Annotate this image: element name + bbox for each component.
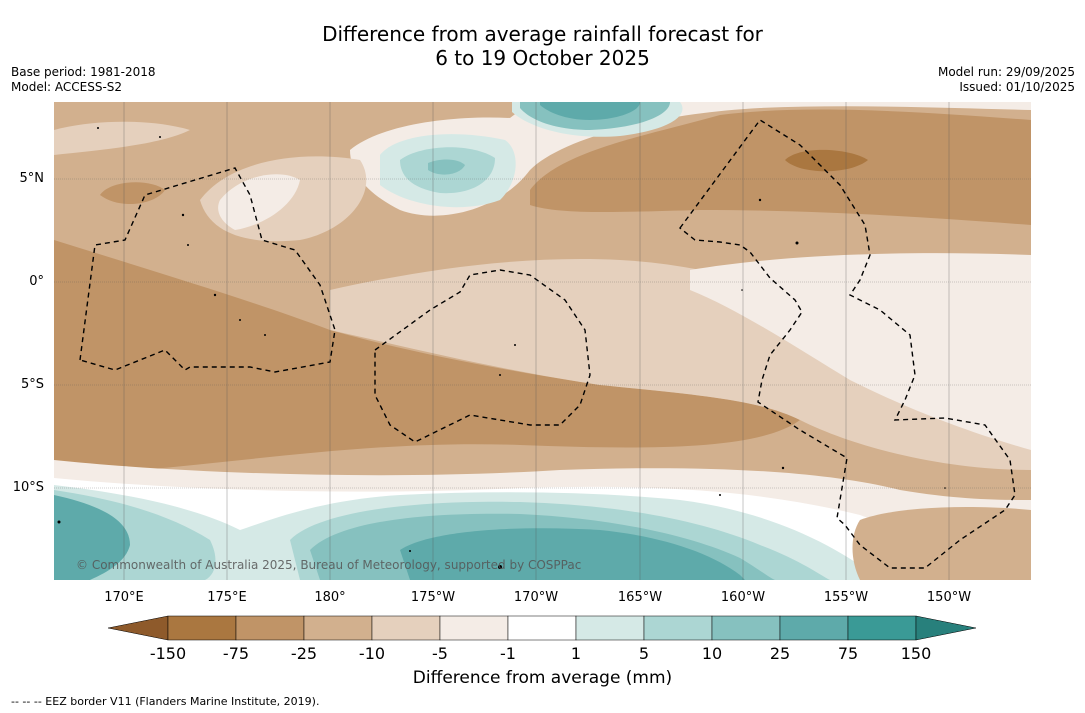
lat-label-10s: 10°S <box>12 480 44 495</box>
colorbar <box>107 615 977 641</box>
cb-bin-1 <box>167 615 237 641</box>
region-near-average-east <box>690 253 1031 450</box>
lat-label-0: 0° <box>29 274 44 289</box>
cb-tick: 25 <box>769 644 791 663</box>
cb-arrow-high <box>915 615 977 641</box>
cb-tick: 75 <box>837 644 859 663</box>
region-dry-west <box>54 240 800 470</box>
copyright-notice: © Commonwealth of Australia 2025, Bureau… <box>76 558 582 572</box>
cb-bin-10 <box>779 615 849 641</box>
region-wet-southwest-core <box>54 495 130 580</box>
eez-tokelau <box>374 269 591 443</box>
region-dry-patch <box>570 175 624 197</box>
cb-bin-8 <box>643 615 713 641</box>
lon-label-160w: 160°W <box>720 590 766 605</box>
region-near-average-northwest <box>218 174 300 230</box>
lon-label-170e: 170°E <box>104 590 144 605</box>
cb-tick: 1 <box>570 644 582 663</box>
cb-bin-11 <box>847 615 917 641</box>
lon-label-170w: 170°W <box>513 590 559 605</box>
cb-bin-5 <box>439 615 509 641</box>
meta-right: Model run: 29/09/2025 Issued: 01/10/2025 <box>938 65 1075 95</box>
map-field <box>54 102 1031 580</box>
region-wet-north-core <box>428 159 465 175</box>
cb-bin-7 <box>575 615 645 641</box>
region-dry-northeast <box>530 109 1031 225</box>
cb-tick: 5 <box>638 644 650 663</box>
cb-tick: -150 <box>149 644 187 663</box>
region-wet-top-core <box>540 102 640 120</box>
eez-borders <box>79 119 1016 569</box>
region-wet-south-core <box>400 528 745 580</box>
region-light-east <box>330 259 1031 470</box>
region-dry-northwest-patch <box>100 182 165 205</box>
region-dry-southeast <box>852 507 1031 580</box>
cb-tick: -10 <box>358 644 386 663</box>
graticule <box>54 102 1031 580</box>
model-run: Model run: 29/09/2025 <box>937 65 1075 79</box>
islands <box>57 127 946 569</box>
title-line-1: Difference from average rainfall forecas… <box>322 22 763 46</box>
lon-label-165w: 165°W <box>617 590 663 605</box>
cb-tick: -5 <box>432 644 448 663</box>
lat-label-5s: 5°S <box>20 377 44 392</box>
eez-legend-note: -- -- -- EEZ border V11 (Flanders Marine… <box>11 695 320 708</box>
cb-bin-9 <box>711 615 781 641</box>
lon-label-175e: 175°E <box>207 590 247 605</box>
eez-phoenix-line <box>679 119 1016 569</box>
chart-title: Difference from average rainfall forecas… <box>0 22 1085 70</box>
cb-arrow-low <box>107 615 169 641</box>
model-name: Model: ACCESS-S2 <box>11 80 123 94</box>
lon-label-155w: 155°W <box>823 590 869 605</box>
eez-tuvalu <box>79 167 336 373</box>
cb-bin-2 <box>235 615 305 641</box>
colorbar-title: Difference from average (mm) <box>412 668 673 688</box>
cb-tick: -75 <box>222 644 250 663</box>
region-near-average-north <box>350 102 1031 216</box>
lon-label-180: 180° <box>314 590 346 605</box>
cb-tick: 150 <box>900 644 932 663</box>
region-light-far-northwest <box>54 121 190 155</box>
base-period: Base period: 1981-2018 <box>11 65 156 79</box>
region-very-dry-northeast <box>785 149 868 172</box>
cb-bin-6 <box>507 615 577 641</box>
title-line-2: 6 to 19 October 2025 <box>435 46 650 70</box>
lat-label-5n: 5°N <box>19 171 45 186</box>
lon-label-175w: 175°W <box>410 590 456 605</box>
cb-tick: -1 <box>500 644 516 663</box>
cb-tick: -25 <box>290 644 318 663</box>
cb-tick: 10 <box>701 644 723 663</box>
meta-left: Base period: 1981-2018 Model: ACCESS-S2 <box>11 65 156 95</box>
cb-bin-4 <box>371 615 441 641</box>
lon-label-150w: 150°W <box>926 590 972 605</box>
cb-bin-3 <box>303 615 373 641</box>
issued-date: Issued: 01/10/2025 <box>959 80 1075 94</box>
